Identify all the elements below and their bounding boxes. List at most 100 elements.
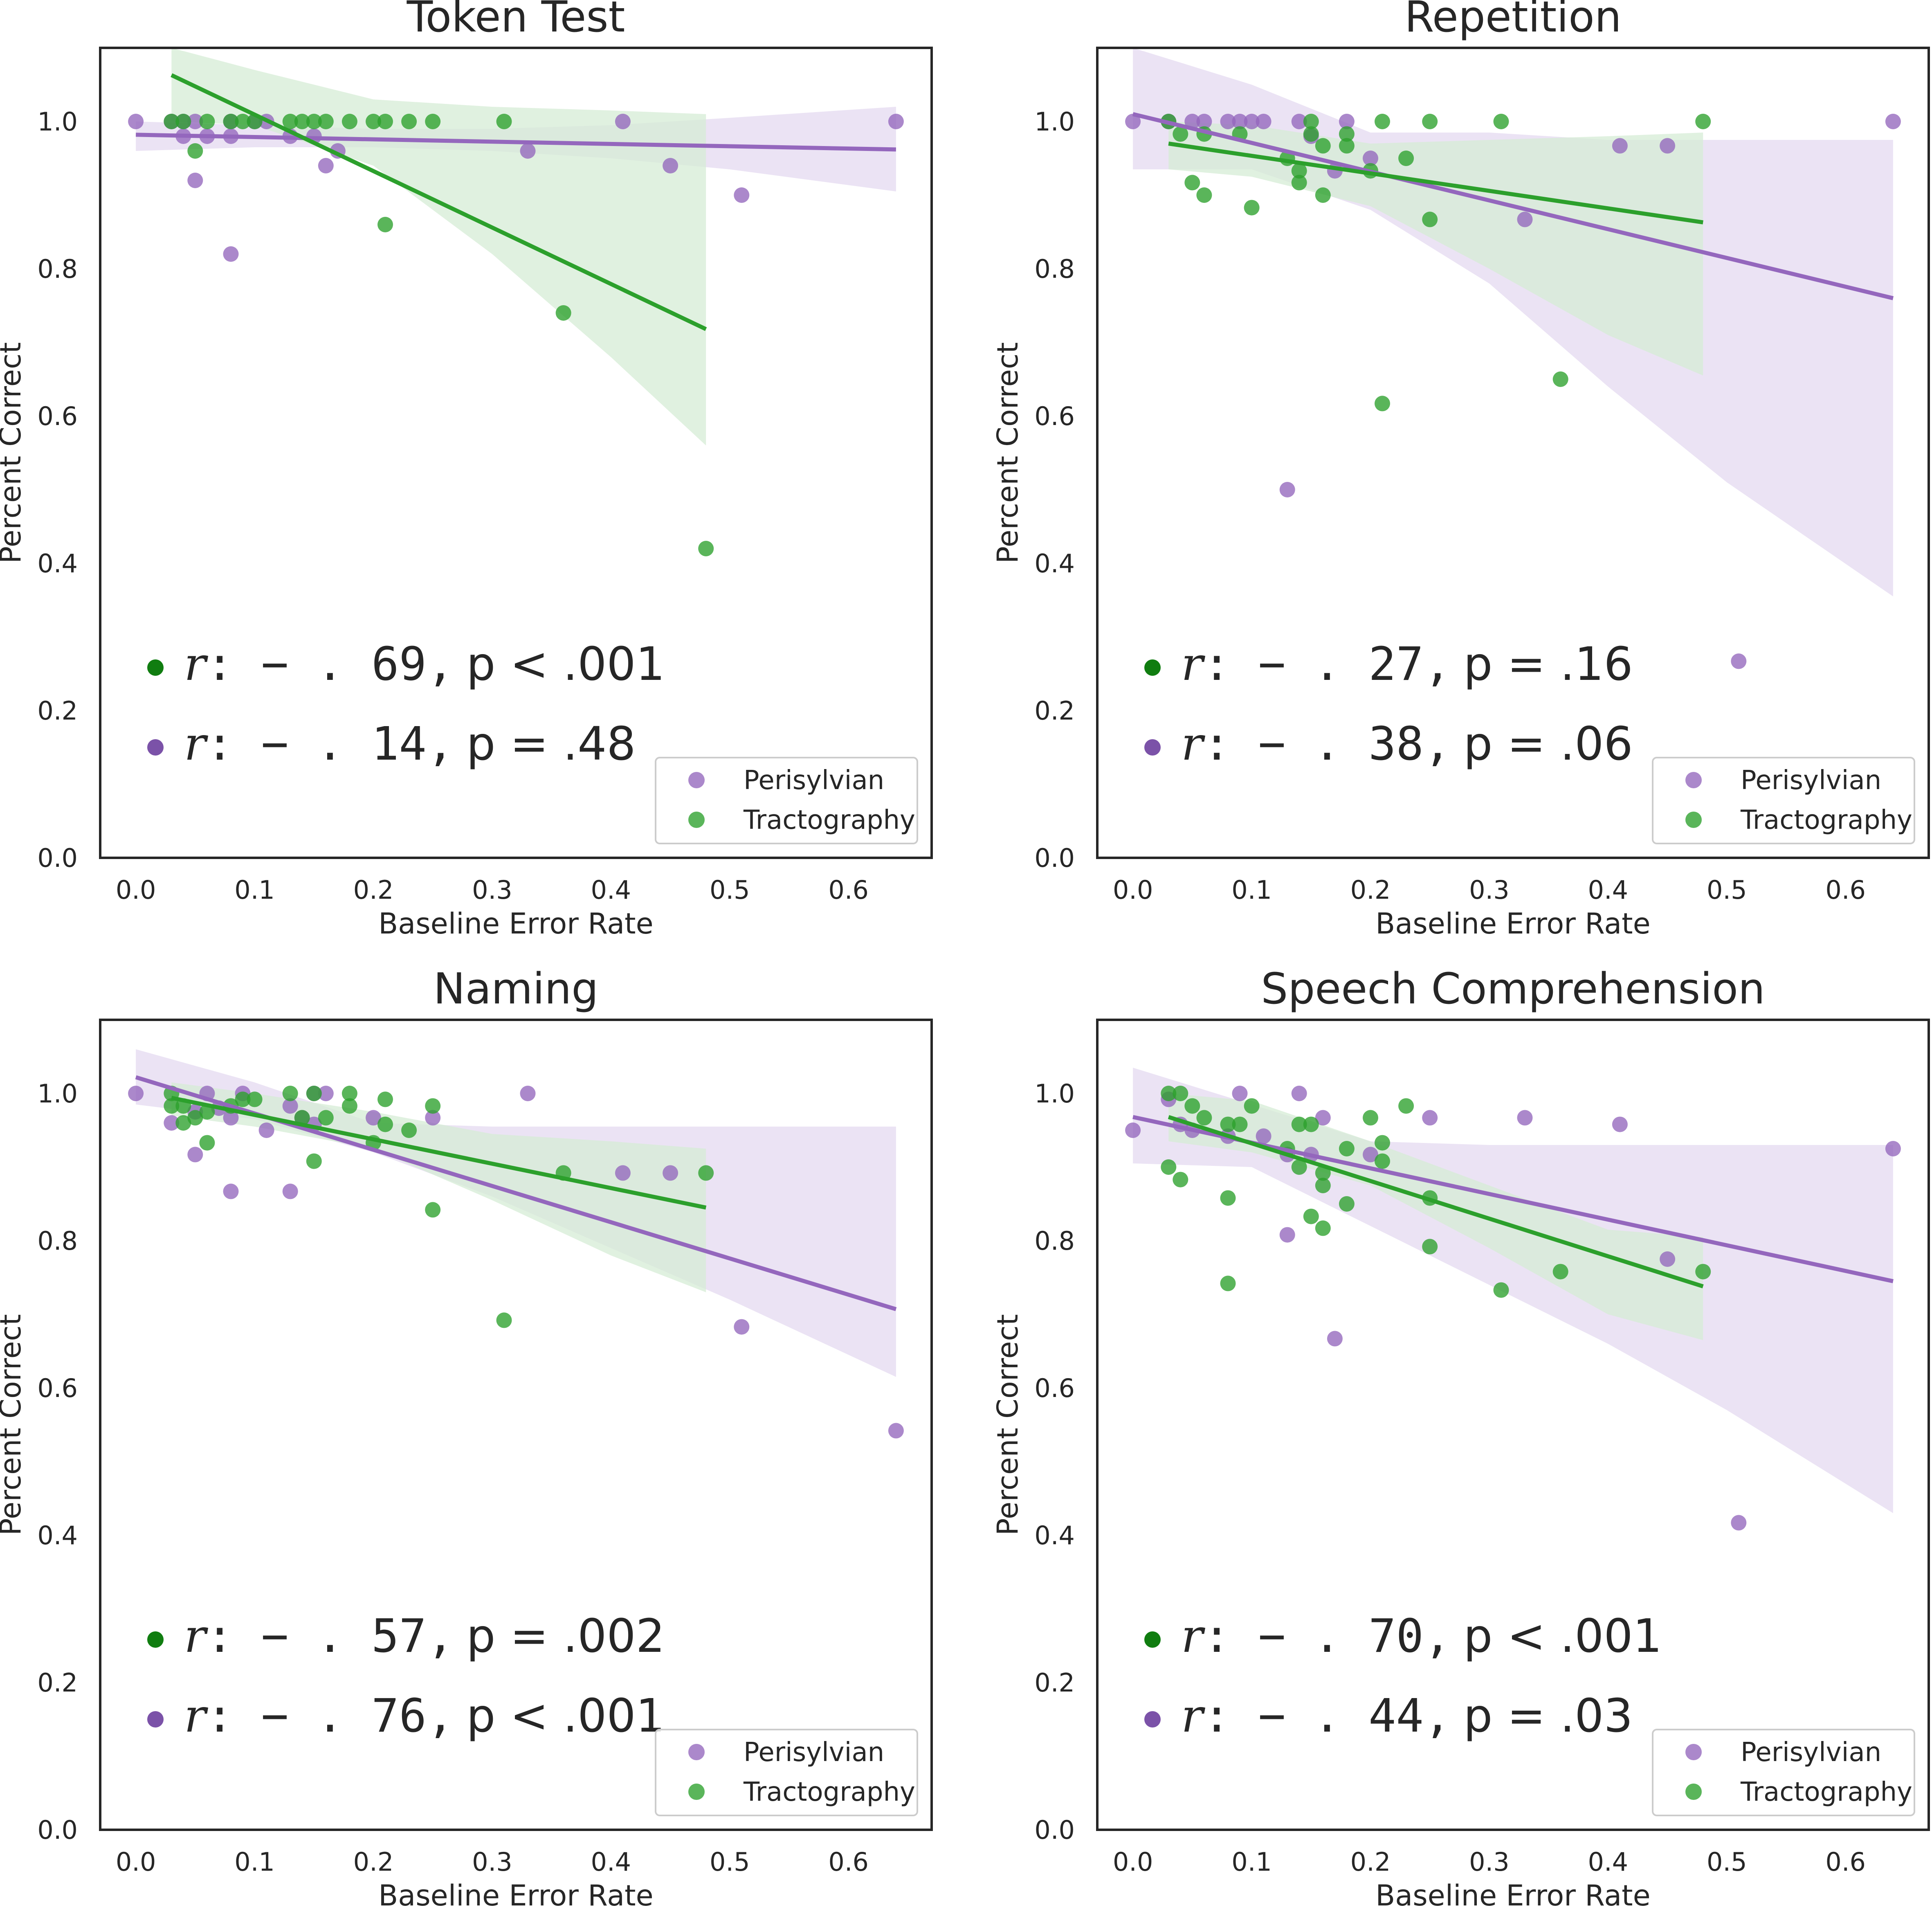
point-perisylvian — [663, 1165, 678, 1181]
point-perisylvian — [128, 114, 144, 129]
panel-repetition: Repetition 0.0 0.1 0.2 0.3 0.4 0.5 0.6 0.0 0.2 0.4… — [991, 0, 1930, 940]
point-tractography — [199, 114, 215, 129]
x-axis-label: Baseline Error Rate — [378, 907, 653, 940]
point-tractography — [425, 114, 441, 129]
point-tractography — [1303, 1116, 1319, 1132]
point-perisylvian — [1363, 151, 1378, 166]
point-tractography — [306, 114, 322, 129]
y-tick-label: 1.0 — [37, 1079, 78, 1109]
legend-marker-tractography — [688, 1784, 705, 1800]
x-tick-label: 0.2 — [353, 875, 394, 905]
point-perisylvian — [187, 1147, 203, 1163]
stat-r-symbol: r — [184, 1689, 209, 1743]
stat-marker-tractography — [147, 659, 164, 676]
point-tractography — [1375, 396, 1390, 412]
stat-text-tractography: r: − . 70, p < .001 — [1181, 1610, 1662, 1663]
point-tractography — [1244, 200, 1260, 216]
point-tractography — [1339, 1196, 1355, 1212]
point-tractography — [1552, 1264, 1568, 1280]
point-tractography — [306, 1153, 322, 1169]
x-tick-label: 0.3 — [1469, 875, 1510, 905]
point-tractography — [1375, 114, 1390, 129]
point-tractography — [425, 1098, 441, 1114]
point-perisylvian — [1256, 114, 1272, 129]
point-tractography — [1291, 163, 1307, 179]
panel-token-test: Token Test 0.0 0.1 0.2 0.3 0.4 0.5 0.6 0.0 0.2 0.4… — [0, 0, 933, 940]
y-tick-label: 0.2 — [37, 696, 78, 726]
point-tractography — [1173, 126, 1188, 142]
y-tick-label: 0.4 — [37, 1521, 78, 1550]
y-tick-label: 0.0 — [1034, 843, 1075, 873]
legend: Perisylvian Tractography — [655, 1729, 918, 1816]
point-perisylvian — [318, 158, 334, 173]
stat-marker-perisylvian — [147, 1711, 164, 1728]
point-perisylvian — [1220, 114, 1236, 129]
legend: Perisylvian Tractography — [655, 757, 918, 844]
legend-marker-perisylvian — [1685, 772, 1702, 788]
point-tractography — [318, 1110, 334, 1126]
point-tractography — [555, 305, 571, 321]
legend-marker-tractography — [688, 812, 705, 828]
x-tick-label: 0.5 — [1707, 1847, 1747, 1877]
point-tractography — [1315, 187, 1331, 203]
point-tractography — [401, 1122, 417, 1138]
point-perisylvian — [1327, 1331, 1343, 1347]
point-tractography — [294, 1110, 310, 1126]
point-tractography — [175, 114, 191, 129]
point-tractography — [1291, 1159, 1307, 1175]
point-perisylvian — [1660, 1251, 1676, 1267]
point-tractography — [1422, 211, 1438, 227]
point-tractography — [1339, 126, 1355, 142]
stat-r-symbol: r — [184, 638, 209, 691]
point-tractography — [377, 1091, 393, 1107]
point-tractography — [496, 114, 512, 129]
y-tick-label: 0.6 — [1034, 401, 1075, 431]
y-tick-label: 0.4 — [1034, 549, 1075, 578]
stat-r-symbol: r — [1181, 1689, 1206, 1743]
y-tick-label: 0.6 — [37, 401, 78, 431]
point-perisylvian — [520, 143, 536, 159]
point-tractography — [377, 217, 393, 232]
panel-naming: Naming 0.0 0.1 0.2 0.3 0.4 0.5 0.6 0.0 0.2 0.4 0.6 0… — [0, 964, 933, 1912]
point-perisylvian — [1125, 114, 1141, 129]
point-perisylvian — [425, 1110, 441, 1126]
point-tractography — [1422, 1239, 1438, 1255]
point-tractography — [1493, 114, 1509, 129]
point-perisylvian — [187, 114, 203, 129]
legend-marker-perisylvian — [1685, 1744, 1702, 1760]
point-tractography — [1220, 1190, 1236, 1206]
fit-line-tractography — [1168, 1115, 1704, 1289]
legend-label-perisylvian: Perisylvian — [744, 1737, 884, 1768]
plot-frame — [1096, 47, 1930, 859]
point-perisylvian — [128, 1086, 144, 1101]
legend-box — [655, 757, 918, 844]
x-tick-label: 0.5 — [710, 1847, 750, 1877]
x-tick-label: 0.6 — [1825, 1847, 1866, 1877]
stat-p-value: p < .001 — [466, 1689, 665, 1743]
y-tick-label: 1.0 — [1034, 1079, 1075, 1109]
point-perisylvian — [282, 1098, 298, 1114]
point-tractography — [1315, 1178, 1331, 1193]
point-tractography — [1375, 1153, 1390, 1169]
stat-r-value: : − . 57, — [206, 1610, 454, 1663]
legend-box — [1652, 757, 1915, 844]
point-tractography — [318, 114, 334, 129]
stat-text-perisylvian: r: − . 14, p = .48 — [184, 718, 636, 771]
point-tractography — [341, 1098, 357, 1114]
point-tractography — [1244, 1098, 1260, 1114]
stat-r-value: : − . 14, — [206, 718, 454, 771]
point-tractography — [1695, 1264, 1711, 1280]
point-tractography — [294, 114, 310, 129]
x-tick-label: 0.1 — [234, 1847, 275, 1877]
point-perisylvian — [223, 1183, 239, 1199]
x-tick-label: 0.0 — [1113, 875, 1153, 905]
point-perisylvian — [1315, 1110, 1331, 1126]
stat-marker-tractography — [1144, 1631, 1161, 1648]
point-perisylvian — [1660, 138, 1676, 154]
point-perisylvian — [1291, 114, 1307, 129]
y-tick-label: 0.8 — [1034, 254, 1075, 284]
point-tractography — [366, 114, 381, 129]
x-tick-label: 0.6 — [828, 875, 869, 905]
point-tractography — [1184, 175, 1200, 191]
